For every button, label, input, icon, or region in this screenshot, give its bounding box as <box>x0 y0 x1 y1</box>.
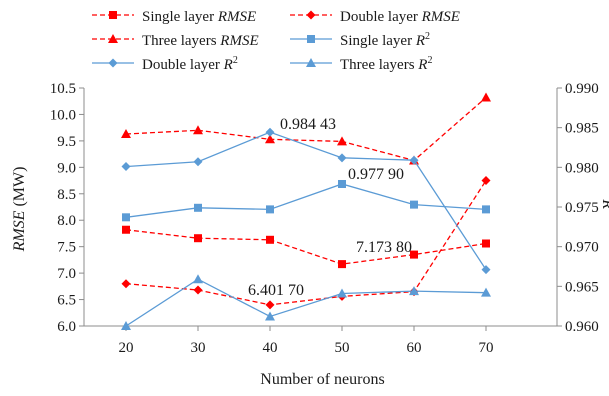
legend-label-0: Single layer RMSE <box>142 9 256 25</box>
series-5-point <box>193 274 203 284</box>
series-line-0 <box>125 229 487 265</box>
data-label: 6.401 70 <box>248 282 304 299</box>
x-tick-label: 40 <box>263 340 278 356</box>
series-4-point <box>265 127 275 137</box>
legend-marker-1 <box>306 10 316 20</box>
series-2-point <box>481 92 491 102</box>
series-3-point <box>410 200 418 209</box>
x-tick-label: 30 <box>191 340 206 356</box>
x-tick-label: 60 <box>407 340 422 356</box>
series-1-point <box>265 300 275 310</box>
series-line-5 <box>125 278 487 327</box>
x-tick-label: 20 <box>119 340 134 356</box>
x-tick-label: 70 <box>479 340 494 356</box>
left-y-tick-label: 10.0 <box>50 107 76 123</box>
right-y-tick-label: 0.960 <box>565 319 599 335</box>
series-3-point <box>338 179 346 188</box>
left-y-tick-label: 9.5 <box>57 134 76 150</box>
series-line-4 <box>125 131 487 271</box>
data-label: 0.984 43 <box>280 116 336 133</box>
left-y-tick-label: 6.5 <box>57 293 76 309</box>
legend-label-3: Single layer R2 <box>340 31 430 49</box>
series-0-point <box>410 250 418 259</box>
series-3-point <box>482 205 490 214</box>
series-1-point <box>481 176 491 186</box>
series-4-point <box>121 162 131 172</box>
series-1-point <box>193 285 203 295</box>
series-0-point <box>482 239 490 248</box>
right-y-tick-label: 0.980 <box>565 160 599 176</box>
x-axis-title: Number of neurons <box>260 371 384 388</box>
series-5-point <box>481 287 491 297</box>
right-y-tick-label: 0.990 <box>565 81 599 97</box>
series-0-point <box>266 235 274 244</box>
series-0-point <box>122 225 130 234</box>
series-0-point <box>338 260 346 269</box>
series-4-point <box>481 265 491 275</box>
legend-label-4: Double layer R2 <box>142 55 238 73</box>
left-y-tick-label: 10.5 <box>50 81 76 97</box>
series-1-point <box>121 279 131 289</box>
left-y-tick-label: 7.0 <box>57 266 76 282</box>
series-5-point <box>121 321 131 330</box>
legend-marker-5 <box>306 58 316 67</box>
series-3-point <box>194 203 202 212</box>
series-3-point <box>266 205 274 214</box>
series-2-point <box>265 134 275 144</box>
right-y-tick-label: 0.985 <box>565 121 599 137</box>
series-line-1 <box>125 180 487 306</box>
series-5-point <box>265 311 275 321</box>
series-line-3 <box>125 183 487 218</box>
right-y-axis-title: R2 <box>599 198 609 214</box>
series-4-point <box>193 157 203 167</box>
series-0-point <box>194 234 202 243</box>
data-label: 7.173 80 <box>356 239 412 256</box>
right-y-tick-label: 0.975 <box>565 200 599 216</box>
legend-marker-4 <box>108 58 118 68</box>
legend-marker-0 <box>109 11 117 19</box>
legend-label-5: Three layers R2 <box>340 55 432 73</box>
series-line-2 <box>125 97 487 162</box>
left-y-tick-label: 8.5 <box>57 187 76 203</box>
left-y-tick-label: 8.0 <box>57 213 76 229</box>
right-y-tick-label: 0.970 <box>565 240 599 256</box>
series-5-point <box>337 288 347 298</box>
series-2-point <box>193 125 203 135</box>
legend-label-1: Double layer RMSE <box>340 9 460 25</box>
series-4-point <box>409 155 419 165</box>
left-y-tick-label: 7.5 <box>57 240 76 256</box>
series-2-point <box>121 129 131 139</box>
data-label: 0.977 90 <box>348 166 404 183</box>
left-y-tick-label: 6.0 <box>57 319 76 335</box>
series-2-point <box>337 136 347 146</box>
legend-marker-2 <box>108 34 118 43</box>
legend-marker-3 <box>307 35 315 43</box>
left-y-axis-title: RMSE (MW) <box>11 167 28 253</box>
x-tick-label: 50 <box>335 340 350 356</box>
series-5-point <box>409 286 419 296</box>
left-y-tick-label: 9.0 <box>57 160 76 176</box>
series-3-point <box>122 213 130 222</box>
series-4-point <box>337 153 347 163</box>
right-y-tick-label: 0.965 <box>565 279 599 295</box>
legend-label-2: Three layers RMSE <box>142 33 259 49</box>
